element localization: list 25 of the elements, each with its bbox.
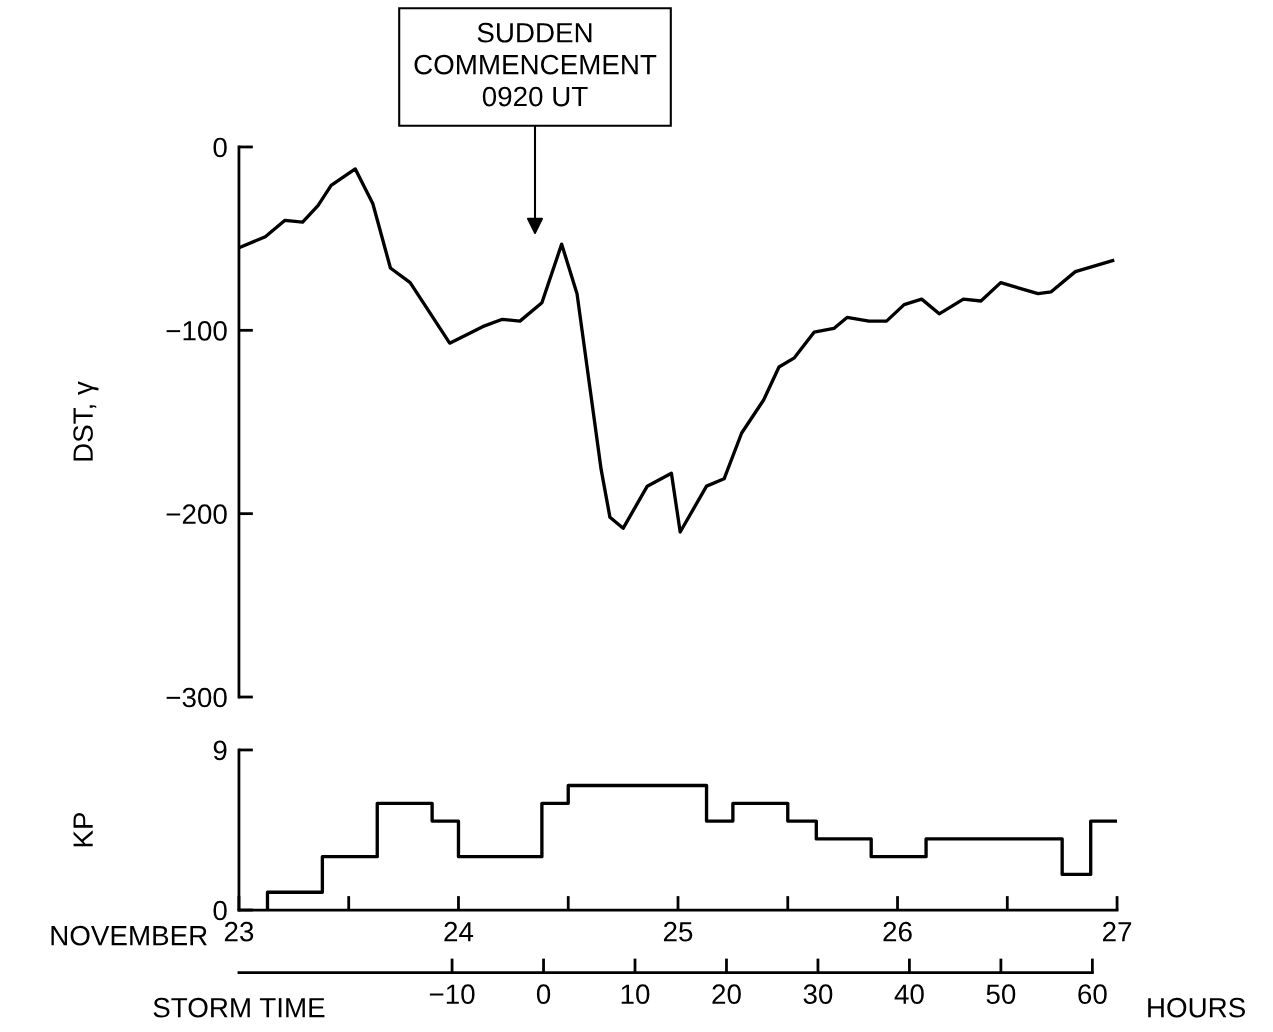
x2-tick-label: 0 xyxy=(536,984,551,1005)
x-tick-label: 24 xyxy=(444,921,474,942)
y-axis-title: KP xyxy=(73,812,93,847)
y-tick-label: 0 xyxy=(213,137,227,158)
x2-tick-label: 30 xyxy=(803,984,833,1005)
y-tick-label: −100 xyxy=(166,320,227,341)
x-tick-label: 27 xyxy=(1103,921,1132,942)
x2-tick-label: 40 xyxy=(894,984,924,1005)
x2-tick-label: 50 xyxy=(986,984,1016,1005)
y-tick-label: −300 xyxy=(166,687,227,708)
y-tick-label: 9 xyxy=(213,740,227,761)
x2-axis-title: STORM TIME xyxy=(153,997,325,1018)
x-tick-label: 26 xyxy=(883,921,912,942)
x-axis-title: NOVEMBER xyxy=(51,925,207,946)
x-tick-label: 25 xyxy=(663,921,693,942)
x2-tick-label: −10 xyxy=(429,984,475,1005)
text: SUDDEN COMMENCEMENT 0920 UT xyxy=(414,22,657,107)
text: HOURS xyxy=(1148,997,1245,1018)
x2-tick-label: 60 xyxy=(1078,984,1107,1005)
x-tick-label: 23 xyxy=(224,921,254,942)
y-axis-title: DST, γ xyxy=(73,381,99,461)
y-tick-label: 0 xyxy=(213,900,227,921)
x2-tick-label: 10 xyxy=(621,984,650,1005)
y-tick-label: −200 xyxy=(166,504,227,524)
x2-tick-label: 20 xyxy=(712,984,741,1005)
